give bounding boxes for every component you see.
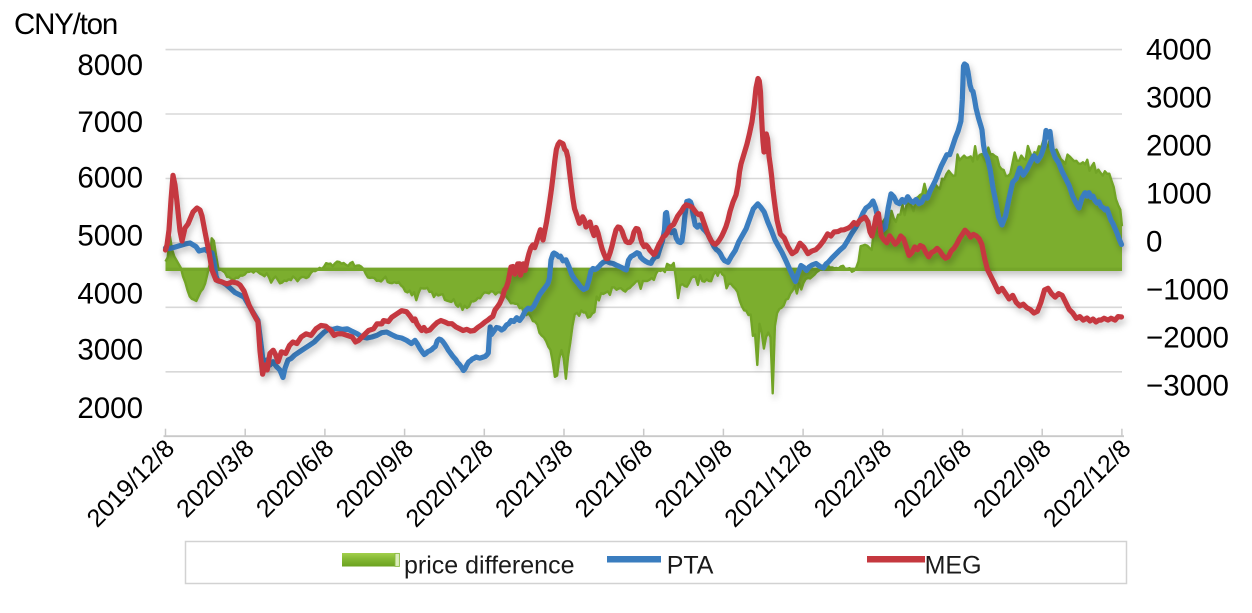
svg-text:MEG: MEG <box>925 552 982 580</box>
svg-text:0: 0 <box>1146 226 1162 259</box>
svg-text:3000: 3000 <box>77 334 143 367</box>
svg-text:5000: 5000 <box>77 220 143 253</box>
svg-text:price difference: price difference <box>404 552 574 580</box>
svg-text:8000: 8000 <box>77 49 143 82</box>
svg-text:3000: 3000 <box>1146 82 1212 115</box>
svg-text:4000: 4000 <box>1146 34 1212 67</box>
svg-text:4000: 4000 <box>77 278 143 311</box>
svg-text:7000: 7000 <box>77 106 143 139</box>
svg-text:2000: 2000 <box>77 392 143 425</box>
svg-text:−2000: −2000 <box>1146 322 1229 355</box>
svg-text:−1000: −1000 <box>1146 274 1229 307</box>
svg-text:PTA: PTA <box>667 552 714 580</box>
svg-text:CNY/ton: CNY/ton <box>14 8 117 41</box>
svg-text:2000: 2000 <box>1146 130 1212 163</box>
svg-text:6000: 6000 <box>77 161 143 194</box>
svg-text:1000: 1000 <box>1146 178 1212 211</box>
svg-text:−3000: −3000 <box>1146 370 1229 403</box>
